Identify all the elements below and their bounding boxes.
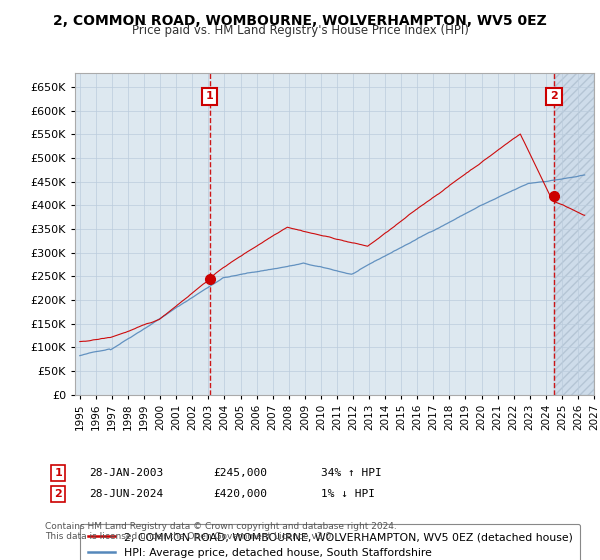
Text: 2: 2 (550, 91, 558, 101)
Text: £245,000: £245,000 (213, 468, 267, 478)
Legend: 2, COMMON ROAD, WOMBOURNE, WOLVERHAMPTON, WV5 0EZ (detached house), HPI: Average: 2, COMMON ROAD, WOMBOURNE, WOLVERHAMPTON… (80, 524, 580, 560)
Text: 34% ↑ HPI: 34% ↑ HPI (321, 468, 382, 478)
Text: 2: 2 (55, 489, 62, 499)
Text: 2, COMMON ROAD, WOMBOURNE, WOLVERHAMPTON, WV5 0EZ: 2, COMMON ROAD, WOMBOURNE, WOLVERHAMPTON… (53, 14, 547, 28)
Text: 28-JAN-2003: 28-JAN-2003 (89, 468, 163, 478)
Text: 1% ↓ HPI: 1% ↓ HPI (321, 489, 375, 499)
Text: Contains HM Land Registry data © Crown copyright and database right 2024.
This d: Contains HM Land Registry data © Crown c… (45, 522, 397, 542)
Text: 1: 1 (206, 91, 214, 101)
Text: Price paid vs. HM Land Registry's House Price Index (HPI): Price paid vs. HM Land Registry's House … (131, 24, 469, 37)
Bar (554, 73, 594, 395)
Text: 1: 1 (55, 468, 62, 478)
Text: 28-JUN-2024: 28-JUN-2024 (89, 489, 163, 499)
Text: £420,000: £420,000 (213, 489, 267, 499)
